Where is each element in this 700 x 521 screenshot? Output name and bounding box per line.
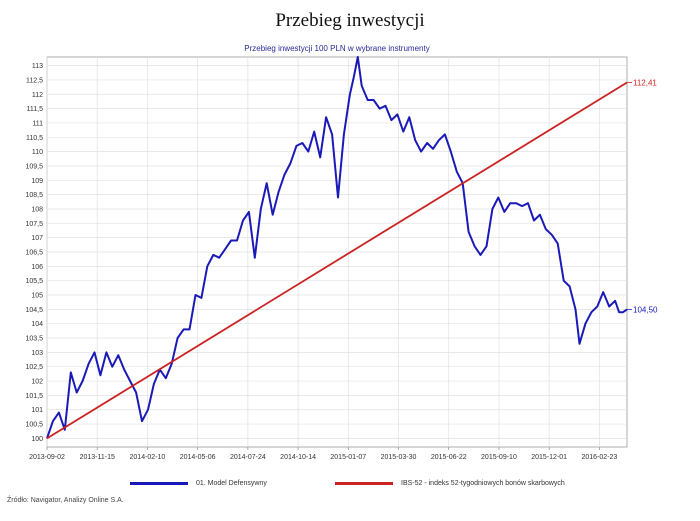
source-note: Źródło: Navigator, Analizy Online S.A. <box>7 497 124 504</box>
y-tick-label: 101 <box>31 407 43 414</box>
y-tick-label: 103 <box>31 350 43 357</box>
x-tick-label: 2015-09-10 <box>481 454 517 461</box>
x-tick-label: 2015-01-07 <box>330 454 366 461</box>
series-lines <box>46 56 628 440</box>
y-tick-label: 112,5 <box>26 77 43 84</box>
legend-item-model-defensywny: 01. Model Defensywny <box>130 480 267 487</box>
x-tick-label: 2014-07-24 <box>230 454 266 461</box>
y-tick-label: 107,5 <box>25 221 43 228</box>
grid <box>46 56 628 448</box>
legend-item-ibs52: IBS-52 - indeks 52-tygodniowych bonów sk… <box>335 480 565 487</box>
chart-subtitle: Przebieg inwestycji 100 PLN w wybrane in… <box>244 44 430 53</box>
y-tick-label: 104,5 <box>25 307 43 314</box>
y-tick-label: 106 <box>31 264 43 271</box>
y-tick-label: 100 <box>31 436 43 443</box>
x-tick-label: 2013-09-02 <box>29 454 65 461</box>
end-value-label: 104,50 <box>633 305 658 314</box>
legend-label: 01. Model Defensywny <box>196 480 267 487</box>
y-tick-label: 107 <box>31 235 43 242</box>
x-tick-label: 2014-10-14 <box>280 454 316 461</box>
x-tick-label: 2015-03-30 <box>381 454 417 461</box>
legend-label: IBS-52 - indeks 52-tygodniowych bonów sk… <box>401 480 565 487</box>
y-tick-label: 113 <box>32 63 43 70</box>
y-tick-label: 109,5 <box>25 163 43 170</box>
x-tick-label: 2015-06-22 <box>431 454 467 461</box>
y-tick-label: 108 <box>31 206 43 213</box>
end-value-label: 112,41 <box>633 79 657 88</box>
x-tick-label: 2015-12-01 <box>531 454 567 461</box>
y-tick-label: 103,5 <box>25 336 43 343</box>
y-tick-label: 110 <box>32 149 43 156</box>
y-tick-label: 104 <box>31 321 43 328</box>
y-tick-label: 108,5 <box>25 192 43 199</box>
x-tick-label: 2014-05-06 <box>180 454 216 461</box>
x-tick-label: 2013-11-15 <box>80 454 115 461</box>
y-tick-label: 101,5 <box>25 393 43 400</box>
y-tick-label: 112 <box>32 92 43 99</box>
y-tick-label: 100,5 <box>25 422 43 429</box>
end-labels: 104,50 112,41 <box>627 79 658 314</box>
page-title: Przebieg inwestycji <box>275 10 425 31</box>
y-tick-label: 105,5 <box>25 278 43 285</box>
axes: 100 100,5 101 101,5 102 102,5 103 103,5 104 104,5… <box>25 63 617 461</box>
y-tick-label: 106,5 <box>25 250 43 257</box>
y-tick-label: 110,5 <box>26 135 43 142</box>
series-line-model-defensywny <box>46 56 628 439</box>
legend-swatch <box>130 482 188 485</box>
y-tick-label: 111,5 <box>27 106 44 113</box>
legend-swatch <box>335 482 393 485</box>
y-tick-label: 105 <box>31 293 43 300</box>
y-tick-label: 109 <box>31 178 43 185</box>
y-tick-label: 102,5 <box>25 364 43 371</box>
x-tick-label: 2014-02-10 <box>130 454 166 461</box>
y-tick-label: 102 <box>31 379 43 386</box>
series-line-ibs52 <box>46 81 628 440</box>
y-tick-label: 111 <box>32 120 43 127</box>
x-tick-label: 2016-02-23 <box>581 454 617 461</box>
